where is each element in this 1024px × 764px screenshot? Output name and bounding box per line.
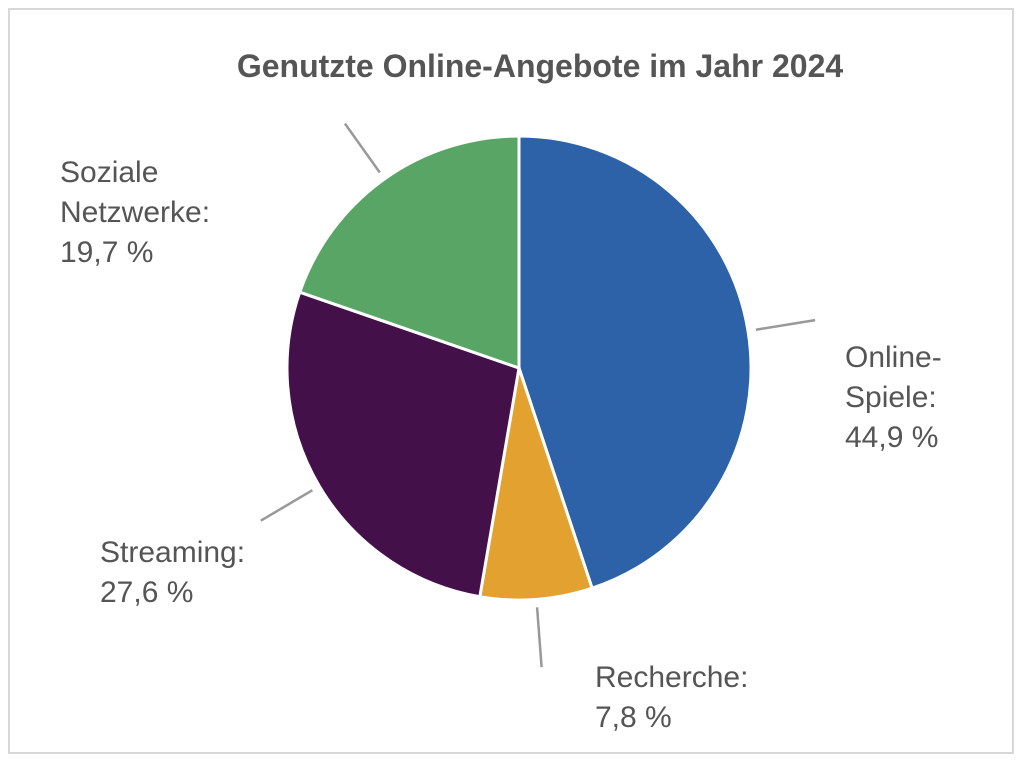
slice-label: Online-Spiele: 44,9 % bbox=[845, 338, 975, 458]
leader-line bbox=[343, 122, 381, 174]
leader-line bbox=[535, 607, 543, 668]
leader-line bbox=[755, 318, 816, 331]
slice-label: Soziale Netzwerke: 19,7 % bbox=[60, 153, 260, 273]
value-label: 44,9 % bbox=[845, 421, 939, 454]
chart-title: Genutzte Online-Angebote im Jahr 2024 bbox=[237, 48, 844, 84]
category: Soziale Netzwerke: bbox=[60, 156, 211, 229]
pie-slice bbox=[478, 367, 594, 602]
slice-label: Streaming: 27,6 % bbox=[100, 533, 300, 613]
value-label: 27,6 % bbox=[100, 576, 194, 609]
slice-label: Recherche: 7,8 % bbox=[595, 658, 795, 738]
pie-slice bbox=[297, 134, 521, 371]
value-label: 19,7 % bbox=[60, 236, 154, 269]
leader-line bbox=[260, 489, 314, 522]
chart-frame bbox=[8, 8, 1014, 754]
pie-slice bbox=[517, 134, 753, 591]
category: Online-Spiele: bbox=[845, 341, 942, 414]
category: Recherche: bbox=[595, 661, 749, 694]
value-label: 7,8 % bbox=[595, 701, 672, 734]
category: Streaming: bbox=[100, 536, 246, 569]
pie-slice bbox=[285, 290, 521, 599]
